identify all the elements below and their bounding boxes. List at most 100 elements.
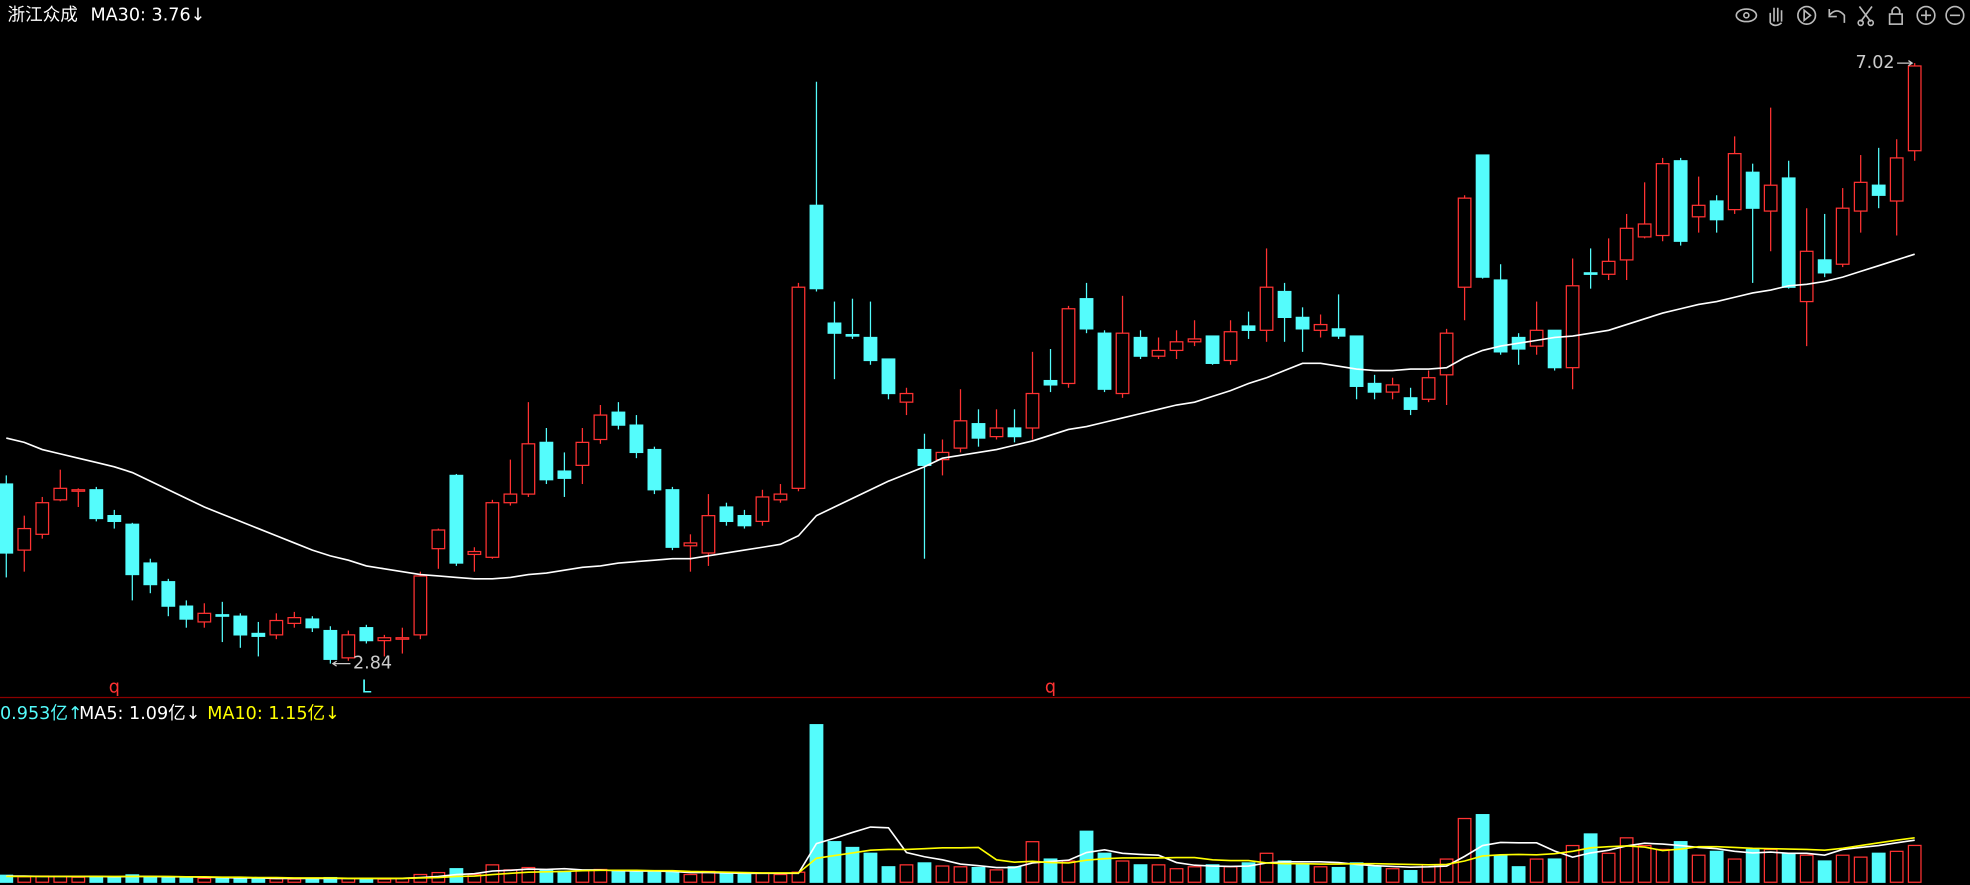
- candle-body: [1871, 184, 1886, 196]
- candle-body: [449, 474, 464, 564]
- candle-body: [827, 322, 842, 334]
- volume-bar: [683, 873, 698, 883]
- candle-body: [287, 617, 302, 625]
- candle-body: [1367, 382, 1382, 393]
- volume-bar: [1151, 864, 1166, 883]
- volume-bar: [305, 878, 320, 883]
- volume-bar: [1295, 864, 1310, 883]
- candle-body: [1025, 392, 1040, 429]
- volume-bar: [755, 872, 770, 883]
- ma10-legend: MA10: 1.15亿↓: [207, 704, 340, 724]
- volume-bar: [1709, 850, 1724, 883]
- candle-body: [1763, 184, 1778, 212]
- candle-body: [35, 502, 50, 535]
- volume-bar: [593, 868, 608, 883]
- volume-bar: [1313, 866, 1328, 883]
- candle-body: [143, 562, 158, 586]
- undo-icon[interactable]: [1828, 9, 1846, 23]
- candle-body: [1817, 259, 1832, 274]
- volume-bar: [1439, 858, 1454, 883]
- candle-body: [1565, 285, 1580, 369]
- volume-bar: [1511, 866, 1526, 883]
- candle-body: [71, 489, 86, 492]
- zoom-in-icon[interactable]: [1916, 5, 1936, 25]
- candle-body: [701, 515, 716, 554]
- volume-label: 0.953亿↑: [0, 704, 83, 724]
- volume-bar: [1619, 837, 1634, 883]
- candle-body: [1637, 223, 1652, 238]
- candle-body: [1655, 163, 1670, 237]
- signal-marker: q: [109, 677, 120, 697]
- candle-body: [863, 336, 878, 362]
- volume-bar: [881, 866, 896, 883]
- candle-body: [1043, 379, 1058, 386]
- candle-body: [1259, 286, 1274, 331]
- volume-bar: [773, 873, 788, 883]
- volume-bar: [557, 870, 572, 883]
- candle-body: [773, 493, 788, 501]
- volume-bar: [1655, 848, 1670, 883]
- volume-bar: [1691, 854, 1706, 883]
- candle-body: [197, 612, 212, 623]
- volume-bar: [1457, 817, 1472, 883]
- volume-bar: [827, 841, 842, 883]
- volume-bar: [1133, 864, 1148, 883]
- candle-body: [1349, 335, 1364, 387]
- candle-body: [1547, 329, 1562, 369]
- play-icon[interactable]: [1797, 5, 1817, 25]
- candle-body: [1421, 377, 1436, 400]
- candle-body: [377, 637, 392, 642]
- volume-bar: [1187, 866, 1202, 883]
- min-arrow: [331, 660, 351, 667]
- toolbar: [1735, 5, 1965, 27]
- candle-body: [971, 423, 986, 439]
- candle-body: [1835, 207, 1850, 265]
- candle-body: [809, 204, 824, 290]
- candle-body: [647, 448, 662, 491]
- volume-bar: [1097, 852, 1112, 883]
- candle-body: [17, 527, 32, 551]
- volume-bar: [251, 877, 266, 883]
- candle-body: [1475, 154, 1490, 278]
- zoom-out-icon[interactable]: [1945, 5, 1965, 25]
- volume-bar: [521, 866, 536, 883]
- candle-body: [323, 629, 338, 660]
- candle-body: [1709, 200, 1724, 221]
- volume-bar: [845, 846, 860, 883]
- ma5-legend: MA5: 1.09亿↓: [79, 704, 200, 724]
- candle-body: [611, 411, 626, 426]
- volume-bar: [989, 869, 1004, 883]
- candle-body: [1241, 325, 1256, 331]
- lock-icon[interactable]: [1888, 6, 1903, 25]
- candle-body: [1439, 332, 1454, 376]
- volume-bar: [71, 876, 86, 883]
- volume-bar: [1727, 858, 1742, 883]
- volume-bar: [1853, 856, 1868, 883]
- volume-bar: [647, 871, 662, 883]
- candle-body: [413, 575, 428, 636]
- volume-bar: [1781, 852, 1796, 883]
- volume-bar: [1205, 864, 1220, 883]
- candle-body: [1457, 197, 1472, 288]
- candle-body: [629, 424, 644, 454]
- candle-body: [1907, 65, 1922, 152]
- candle-body: [1889, 157, 1904, 202]
- candle-body: [737, 515, 752, 527]
- hand-icon[interactable]: [1769, 7, 1783, 27]
- candle-body: [521, 443, 536, 495]
- candle-body: [1691, 204, 1706, 218]
- candle-body: [1223, 331, 1238, 362]
- candle-body: [233, 615, 248, 636]
- volume-bar: [1367, 866, 1382, 883]
- cut-icon[interactable]: [1857, 6, 1875, 27]
- volume-bar: [287, 878, 302, 883]
- candle-body: [1313, 323, 1328, 331]
- view-icon[interactable]: [1735, 8, 1758, 23]
- volume-bar: [179, 877, 194, 883]
- volume-bar: [899, 864, 914, 883]
- volume-bar: [737, 873, 752, 883]
- candle-body: [899, 392, 914, 403]
- volume-bar: [1565, 844, 1580, 883]
